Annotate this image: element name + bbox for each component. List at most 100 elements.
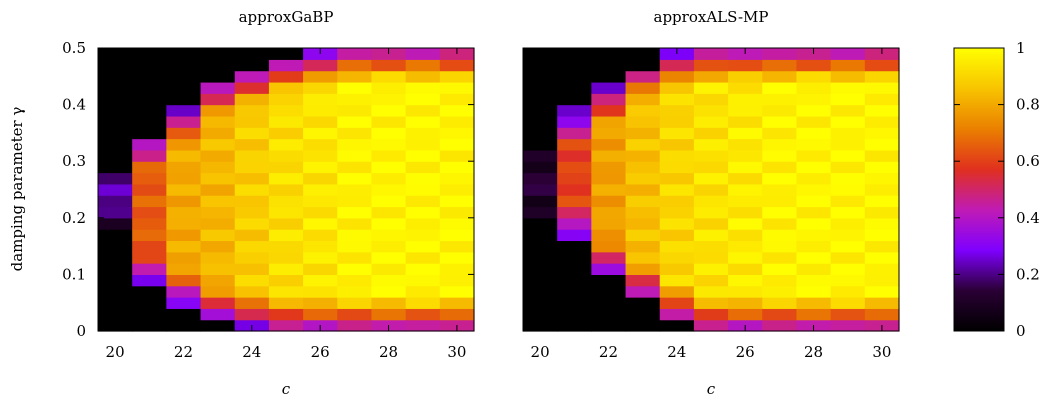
heatmap-cell — [405, 240, 441, 253]
heatmap-cell — [728, 263, 763, 275]
heatmap-panel-approxals-mp: approxALS-MP 20 22 24 26 28 30 c — [522, 8, 900, 398]
heatmap-cell — [523, 263, 558, 275]
heatmap-cell — [268, 285, 304, 298]
heatmap-cell — [693, 149, 729, 162]
heatmap-cell — [625, 138, 661, 151]
colorbar-tick-label: 0.6 — [1016, 152, 1040, 170]
heatmap-cell — [625, 251, 661, 264]
heatmap-cell — [132, 195, 167, 208]
heatmap-cell — [591, 59, 627, 72]
heatmap-cell — [625, 127, 661, 140]
heatmap-cell — [830, 297, 866, 309]
heatmap-cell — [659, 70, 695, 83]
heatmap-cell — [728, 240, 763, 253]
heatmap-cell — [337, 81, 373, 94]
heatmap-cell — [371, 138, 407, 151]
heatmap-cell — [371, 297, 407, 309]
heatmap-cell — [830, 195, 866, 208]
heatmap-cell — [659, 308, 695, 321]
heatmap-cell — [166, 93, 202, 106]
heatmap-cell — [405, 104, 441, 117]
heatmap-cell — [303, 115, 338, 128]
heatmap-cell — [166, 206, 202, 219]
heatmap-cell — [98, 115, 133, 128]
heatmap-cell — [132, 149, 167, 162]
x-axis-label: c — [282, 380, 291, 398]
heatmap-cell — [98, 172, 133, 185]
heatmap-cell — [557, 115, 592, 128]
heatmap-cell — [523, 161, 558, 174]
heatmap-cell — [405, 229, 441, 242]
heatmap-cell — [728, 285, 763, 298]
heatmap-cell — [371, 251, 407, 264]
x-axis-ticks: 20 22 24 26 28 30 — [531, 48, 891, 361]
heatmap-cell — [659, 240, 695, 253]
heatmap-cell — [659, 81, 695, 94]
heatmap-cell — [166, 240, 202, 253]
heatmap-cell — [557, 240, 592, 253]
heatmap-cell — [693, 206, 729, 219]
heatmap-cell — [303, 240, 338, 253]
heatmap-cell — [693, 161, 729, 174]
heatmap-cell — [625, 104, 661, 117]
heatmap-cell — [98, 251, 133, 264]
y-tick-label: 0 — [76, 322, 86, 340]
heatmap-cell — [405, 127, 441, 140]
colorbar-tick-label: 1 — [1016, 39, 1026, 57]
heatmap-cell — [625, 274, 661, 287]
heatmap-cell — [337, 149, 373, 162]
heatmap-cell — [371, 149, 407, 162]
heatmap-cell — [132, 229, 167, 242]
heatmap-cell — [659, 285, 695, 298]
heatmap-cell — [234, 217, 270, 230]
heatmap-cell — [200, 93, 236, 106]
heatmap-cell — [405, 217, 441, 230]
heatmap-cell — [303, 263, 338, 275]
heatmap-cell — [693, 138, 729, 151]
heatmap-cell — [591, 195, 627, 208]
heatmap-cell — [796, 115, 832, 128]
heatmap-cell — [625, 217, 661, 230]
heatmap-cell — [762, 195, 798, 208]
heatmap-cell — [591, 149, 627, 162]
x-tick-label: 28 — [804, 343, 823, 361]
heatmap-cell — [864, 308, 900, 321]
heatmap-cell — [762, 251, 798, 264]
heatmap-cell — [728, 195, 763, 208]
heatmap-cell — [625, 319, 661, 332]
heatmap-cell — [337, 297, 373, 309]
heatmap-cell — [439, 172, 475, 185]
heatmap-cell — [830, 104, 866, 117]
heatmap-cell — [796, 104, 832, 117]
heatmap-cell — [659, 206, 695, 219]
heatmap-cell — [268, 161, 304, 174]
heatmap-cell — [439, 149, 475, 162]
heatmap-cell — [523, 149, 558, 162]
heatmap-cell — [557, 161, 592, 174]
chart-title: approxGaBP — [239, 8, 334, 26]
heatmap-cell — [303, 93, 338, 106]
heatmap-cell — [728, 183, 763, 196]
heatmap-cell — [234, 138, 270, 151]
heatmap-cell — [234, 240, 270, 253]
heatmap-cell — [200, 127, 236, 140]
heatmap-cell — [166, 115, 202, 128]
heatmap-cell — [625, 172, 661, 185]
heatmap-cell — [200, 206, 236, 219]
heatmap-cell — [303, 172, 338, 185]
heatmap-cell — [591, 161, 627, 174]
heatmap-cell — [523, 183, 558, 196]
heatmap-cell — [166, 149, 202, 162]
heatmap-cell — [132, 240, 167, 253]
heatmap-cell — [830, 81, 866, 94]
heatmap-cell — [439, 274, 475, 287]
heatmap-cell — [591, 93, 627, 106]
heatmap-cell — [405, 81, 441, 94]
heatmap-cell — [728, 138, 763, 151]
heatmap-cell — [132, 81, 167, 94]
heatmap-cell — [200, 319, 236, 332]
heatmap-cell — [200, 70, 236, 83]
heatmap-cell — [98, 81, 133, 94]
heatmap-cell — [303, 59, 338, 72]
x-tick-label: 24 — [667, 343, 686, 361]
